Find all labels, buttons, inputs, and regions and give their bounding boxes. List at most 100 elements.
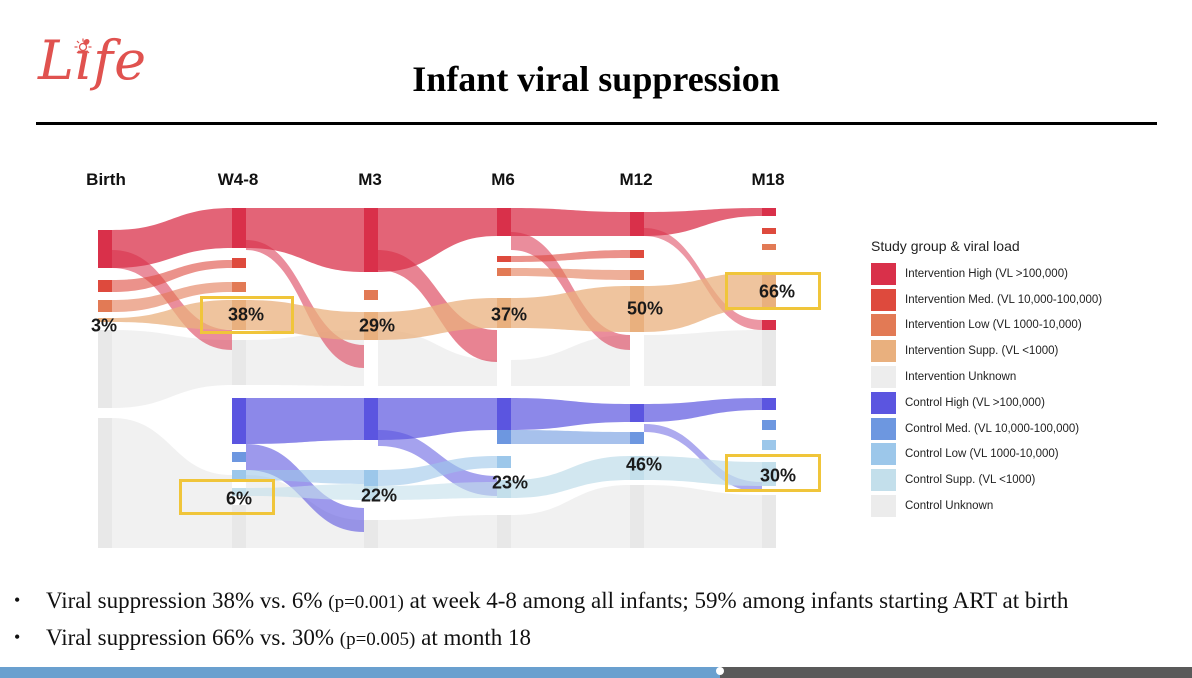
node-control-unknown [497, 515, 511, 548]
pct-intervention-m3: 29% [358, 315, 396, 336]
node-intervention-supp [232, 300, 246, 330]
legend-swatch [871, 391, 896, 414]
flow-control-supp [644, 456, 762, 486]
node-control-high [630, 404, 644, 422]
flow-control-high [644, 398, 762, 422]
bullet-dot: • [14, 627, 21, 647]
node-intervention-supp [364, 312, 378, 340]
node-intervention-supp [98, 318, 112, 322]
flow-control-med [511, 430, 630, 444]
legend-label: Control Supp. (VL <1000) [905, 474, 1036, 487]
pct-intervention-birth: 3% [90, 315, 118, 336]
legend-swatch [871, 366, 896, 389]
legend-swatch [871, 288, 896, 311]
node-control-unknown [98, 418, 112, 548]
legend: Intervention High (VL >100,000) Intervent… [871, 261, 1102, 519]
pct-control-m6: 23% [491, 472, 529, 493]
node-intervention-high [762, 208, 776, 216]
bullet-text: Viral suppression 38% vs. 6% (p=0.001) a… [46, 587, 1069, 613]
life-logo: Life [38, 34, 147, 88]
node-control-unknown [232, 505, 246, 548]
title-divider [36, 122, 1157, 125]
flow-control-high [246, 398, 364, 444]
node-intervention-low [98, 300, 112, 312]
legend-label: Control Unknown [905, 500, 994, 513]
slide-progress-bar [0, 667, 720, 678]
node-control-med [630, 432, 644, 444]
bullet-item: • Viral suppression 38% vs. 6% (p=0.001)… [14, 582, 1068, 619]
flow-intervention-unknown [511, 335, 630, 386]
node-intervention-med [762, 228, 776, 234]
flow-intervention-supp [644, 272, 762, 332]
legend-item: Intervention Med. (VL 10,000-100,000) [871, 287, 1102, 313]
node-intervention-supp [497, 298, 511, 328]
node-control-high [232, 398, 246, 444]
flow-intervention-unknown [378, 330, 497, 386]
node-control-supp [232, 488, 246, 496]
flow-control-supp [378, 482, 497, 500]
node-control-low [762, 440, 776, 450]
flow-control-low [378, 456, 497, 486]
node-control-med [762, 420, 776, 430]
legend-item: Control Med. (VL 10,000-100,000) [871, 416, 1102, 442]
legend-item: Intervention Low (VL 1000-10,000) [871, 313, 1102, 339]
pct-control-m3: 22% [360, 485, 398, 506]
node-control-supp [630, 456, 644, 480]
node-control-unknown [364, 520, 378, 548]
column-label-birth: Birth [86, 170, 126, 189]
column-label-m3: M3 [358, 170, 382, 189]
bullet-dot: • [14, 590, 21, 610]
legend-item: Control High (VL >100,000) [871, 390, 1102, 416]
flow-intervention-supp [378, 298, 497, 340]
slide-progress-track [720, 667, 1192, 678]
flow-control-high-down [644, 424, 762, 492]
node-intervention-unknown [98, 330, 112, 408]
node-intervention-med [497, 256, 511, 262]
node-intervention-high [364, 208, 378, 272]
legend-label: Intervention Low (VL 1000-10,000) [905, 319, 1082, 332]
node-control-high [762, 398, 776, 410]
node-intervention-low [364, 290, 378, 300]
node-intervention-unknown [762, 330, 776, 386]
flow-intervention-high-down [511, 232, 630, 350]
sankey-flows [112, 208, 762, 548]
legend-item: Control Supp. (VL <1000) [871, 467, 1102, 493]
sun-icon [74, 38, 92, 56]
node-control-high [497, 398, 511, 430]
sankey-nodes [98, 208, 776, 548]
bullet-item: • Viral suppression 66% vs. 30% (p=0.005… [14, 619, 1068, 656]
node-control-high [364, 398, 378, 440]
node-intervention-supp [762, 272, 776, 308]
slide-progress-knob[interactable] [716, 667, 724, 675]
slide-title: Infant viral suppression [412, 59, 780, 99]
flow-intervention-supp [246, 300, 364, 340]
node-control-low [364, 470, 378, 486]
column-label-m12: M12 [619, 170, 653, 189]
flow-intervention-med [511, 250, 630, 262]
node-intervention-supp [630, 286, 644, 332]
node-intervention-low [232, 282, 246, 292]
node-control-med [497, 430, 511, 444]
flow-control-unknown [378, 515, 497, 548]
flow-control-high [378, 398, 497, 440]
legend-item: Intervention Unknown [871, 364, 1102, 390]
highlight-box-control-w4-8 [179, 479, 275, 515]
flow-control-unknown [112, 418, 232, 548]
legend-swatch [871, 262, 896, 285]
node-intervention-high [497, 208, 511, 236]
pct-control-m12: 46% [625, 454, 663, 475]
node-intervention-med [232, 258, 246, 268]
flow-intervention-unknown [112, 330, 232, 408]
flow-intervention-low [511, 268, 630, 280]
node-control-supp [497, 480, 511, 498]
node-intervention-low [497, 268, 511, 276]
flow-control-unknown [644, 485, 762, 548]
legend-item: Control Low (VL 1000-10,000) [871, 442, 1102, 468]
flow-control-supp [511, 456, 630, 498]
pct-intervention-m12: 50% [626, 298, 664, 319]
legend-swatch [871, 443, 896, 466]
highlight-box-intervention-w4-8 [200, 296, 294, 334]
node-control-supp [364, 486, 378, 500]
legend-label: Control High (VL >100,000) [905, 396, 1045, 409]
node-intervention-unknown [232, 340, 246, 385]
